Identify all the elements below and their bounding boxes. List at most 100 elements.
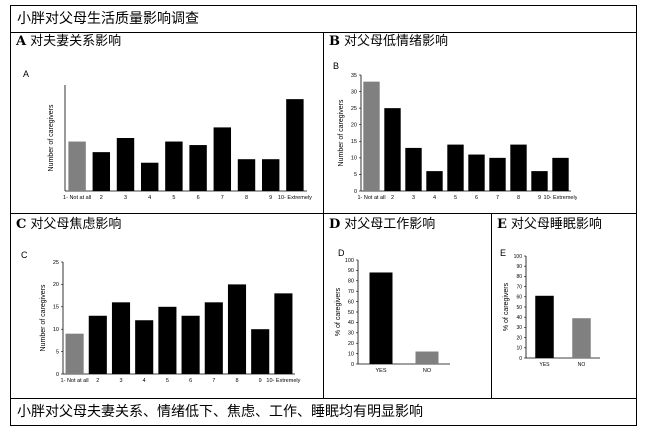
bar <box>552 157 569 191</box>
x-tick-label: 2 <box>100 195 103 201</box>
panel-a-letter: A <box>16 34 27 49</box>
panel-c: C 对父母焦虑影响 C 0 5 10 15 20 25 Number of caregivers… <box>10 213 324 399</box>
page-title: 小胖对父母生活质量影响调查 <box>17 11 199 27</box>
chart-d: D 0 10 20 30 40 50 60 70 80 90 100 % of caregivers YE… <box>335 248 450 374</box>
x-tick-label: 7 <box>221 195 224 201</box>
y-tick-label: 90 <box>348 268 354 274</box>
x-tick-label: NO <box>578 362 586 368</box>
panel-a: A 对夫妻关系影响 A Number of caregivers 1- Not at … <box>10 32 324 214</box>
bar <box>111 302 131 374</box>
x-tick-label: 3 <box>124 195 127 201</box>
title-row: 小胖对父母生活质量影响调查 <box>10 5 637 33</box>
panel-b: B 对父母低情绪影响 B 0 5 10 15 20 25 30 35 Number of careg… <box>323 32 637 214</box>
y-tick-label: 30 <box>351 89 357 95</box>
bar <box>489 157 506 191</box>
x-tick-label: 5 <box>454 195 457 201</box>
x-tick-label: YES <box>375 368 386 374</box>
y-tick-label: 80 <box>348 279 354 285</box>
bar <box>426 171 443 191</box>
y-tick-label: 100 <box>345 258 354 264</box>
y-tick-label: 10 <box>348 351 354 357</box>
y-axis-label: % of caregivers <box>335 287 342 336</box>
chart-panel-label: B <box>333 61 339 71</box>
y-tick-label: 100 <box>514 254 523 260</box>
x-tick-label: 1- Not at all <box>63 195 91 201</box>
bar <box>204 302 223 374</box>
bar <box>468 154 485 191</box>
y-tick-label: 20 <box>516 335 522 341</box>
y-tick-label: 0 <box>519 356 522 362</box>
x-tick-label: 6 <box>475 195 478 201</box>
x-tick-label: 9 <box>259 378 262 384</box>
y-axis-label: % of caregivers <box>503 282 510 331</box>
y-tick-label: 0 <box>354 189 357 195</box>
y-tick-label: 50 <box>348 310 354 316</box>
panel-c-title-text: 对父母焦虑影响 <box>30 217 122 232</box>
x-tick-label: YES <box>539 362 550 368</box>
bar <box>510 144 527 191</box>
y-tick-label: 5 <box>56 349 59 355</box>
y-tick-label: 5 <box>354 172 357 178</box>
chart-a: A Number of caregivers 1- Not at all 2 3 4 5 6 7… <box>23 69 312 201</box>
y-tick-label: 40 <box>348 320 354 326</box>
chart-panel-label: A <box>23 69 29 79</box>
bar <box>369 272 393 364</box>
panel-b-title: B 对父母低情绪影响 <box>329 33 448 51</box>
panel-d-letter: D <box>329 217 341 232</box>
y-axis-label: Number of caregivers <box>40 284 47 351</box>
panel-e-title-text: 对父母睡眠影响 <box>510 217 602 232</box>
bar <box>213 127 232 191</box>
y-tick-label: 0 <box>56 372 59 378</box>
y-tick-label: 60 <box>516 295 522 301</box>
bar <box>140 162 159 191</box>
bar <box>88 315 107 374</box>
bar <box>405 147 422 191</box>
x-tick-label: 8 <box>235 378 238 384</box>
bar <box>531 171 548 191</box>
x-tick-label: 3 <box>412 195 415 201</box>
bar <box>261 159 280 191</box>
y-tick-label: 70 <box>516 284 522 290</box>
x-tick-label: 4 <box>148 195 151 201</box>
y-axis-label: Number of caregivers <box>338 99 345 166</box>
panel-e-title: E 对父母睡眠影响 <box>497 216 602 234</box>
y-tick-label: 0 <box>351 362 354 368</box>
panel-b-letter: B <box>329 34 340 49</box>
bar <box>65 333 84 374</box>
x-tick-label: 9 <box>538 195 541 201</box>
x-tick-label: 2 <box>391 195 394 201</box>
y-tick-label: 30 <box>348 331 354 337</box>
x-tick-label: 10- Extremely <box>266 378 300 384</box>
x-tick-label: NO <box>423 368 432 374</box>
bar <box>286 99 304 191</box>
bar <box>447 144 464 191</box>
x-tick-label: 6 <box>197 195 200 201</box>
x-tick-label: 2 <box>96 378 99 384</box>
panel-e-letter: E <box>497 217 507 232</box>
x-tick-label: 3 <box>119 378 122 384</box>
y-tick-label: 80 <box>516 274 522 280</box>
y-tick-label: 90 <box>516 264 522 270</box>
bar <box>384 108 401 191</box>
bar <box>251 329 270 374</box>
panel-a-title-text: 对夫妻关系影响 <box>30 34 122 49</box>
y-tick-label: 60 <box>348 299 354 305</box>
y-tick-label: 40 <box>516 315 522 321</box>
y-tick-label: 20 <box>348 341 354 347</box>
y-tick-label: 10 <box>516 346 522 352</box>
y-tick-label: 15 <box>53 305 59 311</box>
bar <box>135 320 154 374</box>
panel-b-title-text: 对父母低情绪影响 <box>344 34 449 49</box>
bar <box>158 306 177 374</box>
x-tick-label: 4 <box>143 378 146 384</box>
bar <box>363 81 380 191</box>
chart-panel-label: C <box>21 250 28 260</box>
bar <box>274 293 293 374</box>
bar <box>415 351 439 364</box>
panel-c-letter: C <box>16 217 27 232</box>
x-tick-label: 8 <box>517 195 520 201</box>
bar <box>572 318 591 358</box>
chart-panel-label: E <box>500 248 506 258</box>
